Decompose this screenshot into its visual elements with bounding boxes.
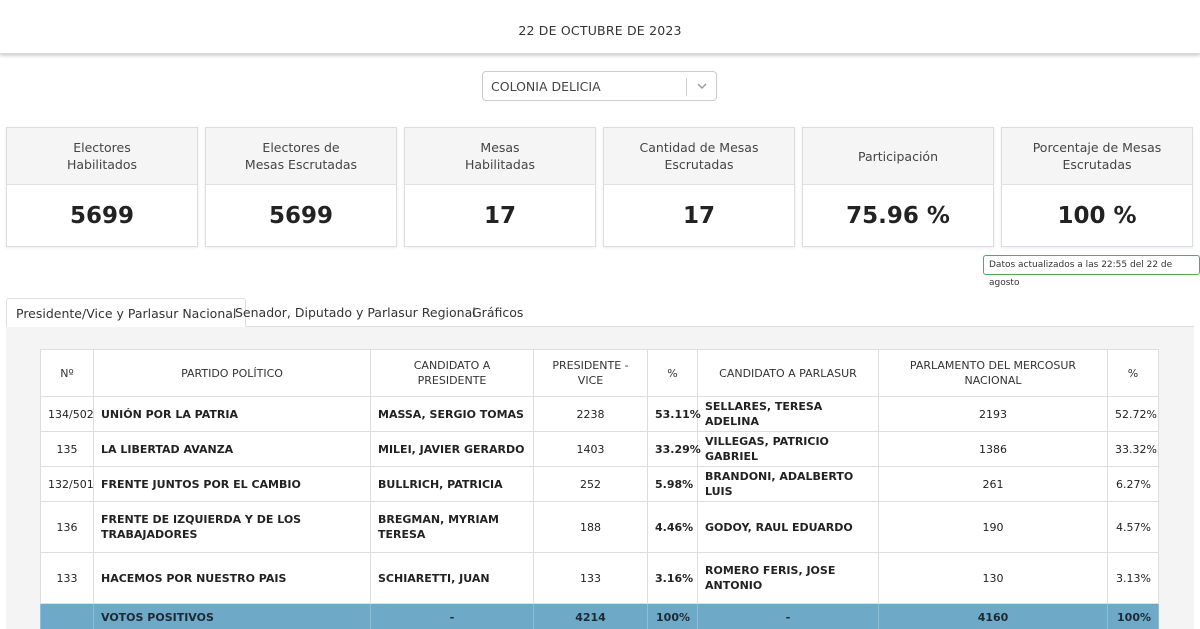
cell-parl-votes: 261 (878, 466, 1108, 502)
party-name: FRENTE JUNTOS POR EL CAMBIO (101, 477, 301, 491)
cell-pct: 5.98% (647, 466, 698, 502)
cell-candidato-parlasur: VILLEGAS, PATRICIO GABRIEL (697, 431, 879, 467)
cell-num (40, 603, 94, 629)
cell-pct: 53.11% (647, 396, 701, 432)
stat-value: 17 (682, 203, 715, 229)
cell-parl-pct: 3.13% (1107, 552, 1159, 604)
total-presidente: - (370, 603, 534, 629)
total-parl-pct: 100% (1107, 603, 1159, 629)
stat-value: 5699 (268, 203, 333, 229)
cell-candidato-presidente: MASSA, SERGIO TOMAS (370, 396, 534, 432)
col-header-parlamento-mercosur: PARLAMENTO DEL MERCOSUR NACIONAL (878, 349, 1108, 397)
cell-votes: 1403 (533, 431, 648, 467)
col-header-candidato-presidente: CANDIDATO A PRESIDENTE (370, 349, 534, 397)
results-table: Nº PARTIDO POLÍTICO CANDIDATO A PRESIDEN… (40, 349, 1159, 629)
chevron-down-icon[interactable] (696, 81, 708, 91)
cell-candidato-presidente: BULLRICH, PATRICIA (370, 466, 534, 502)
cell-parl-pct: 52.72% (1107, 396, 1159, 432)
cell-parl-pct: 6.27% (1107, 466, 1159, 502)
cell-parl-pct: 4.57% (1107, 501, 1159, 553)
stat-card-mesas-habilitadas: Mesas Habilitadas 17 (404, 127, 596, 247)
cell-candidato-presidente: MILEI, JAVIER GERARDO (370, 431, 534, 467)
cell-votes: 252 (533, 466, 648, 502)
cell-num: 134/502 (40, 396, 94, 432)
total-parlasur: - (697, 603, 879, 629)
cell-candidato-parlasur: SELLARES, TERESA ADELINA (697, 396, 879, 432)
table-row: 136 FRENTE DE IZQUIERDA Y DE LOS TRABAJA… (40, 501, 1159, 553)
election-date: 22 DE OCTUBRE DE 2023 (518, 23, 682, 38)
total-row: VOTOS POSITIVOS - 4214 100% - 4160 100% (40, 603, 1159, 629)
cell-num: 133 (40, 552, 94, 604)
table-row: 133 HACEMOS POR NUESTRO PAIS SCHIARETTI,… (40, 552, 1159, 604)
cell-votes: 133 (533, 552, 648, 604)
location-select[interactable]: COLONIA DELICIA (482, 71, 717, 101)
cell-candidato-parlasur: GODOY, RAUL EDUARDO (697, 501, 879, 553)
stat-card-electores-habilitados: Electores Habilitados 5699 (6, 127, 198, 247)
stat-card-electores-mesas-escrutadas: Electores de Mesas Escrutadas 5699 (205, 127, 397, 247)
col-header-parl-pct: % (1107, 349, 1159, 397)
stat-value: 75.96 % (846, 203, 950, 229)
cell-candidato-parlasur: BRANDONI, ADALBERTO LUIS (697, 466, 879, 502)
party-name: FRENTE DE IZQUIERDA Y DE LOS TRABAJADORE… (101, 513, 302, 541)
stat-label: Porcentaje de Mesas Escrutadas (1002, 128, 1192, 185)
party-name: LA LIBERTAD AVANZA (101, 442, 234, 456)
stat-value: 5699 (69, 203, 134, 229)
cell-parl-votes: 130 (878, 552, 1108, 604)
col-header-num: Nº (40, 349, 94, 397)
stat-label: Cantidad de Mesas Escrutadas (604, 128, 794, 185)
table-header-row: Nº PARTIDO POLÍTICO CANDIDATO A PRESIDEN… (40, 349, 1159, 397)
cell-parl-pct: 33.32% (1107, 431, 1159, 467)
cell-pct: 4.46% (647, 501, 698, 553)
cell-candidato-parlasur: ROMERO FERIS, JOSE ANTONIO (697, 552, 879, 604)
cell-party: FRENTE JUNTOS POR EL CAMBIO (93, 466, 371, 502)
tab-presidente-parlasur-nacional[interactable]: Presidente/Vice y Parlasur Nacional (6, 298, 247, 327)
cell-pct: 3.16% (647, 552, 698, 604)
stat-card-participacion: Participación 75.96 % (802, 127, 994, 247)
cell-party: LA LIBERTAD AVANZA (93, 431, 371, 467)
total-pct: 100% (647, 603, 698, 629)
tab-senador-diputado-parlasur-regional[interactable]: Senador, Diputado y Parlasur Regional (235, 305, 476, 320)
party-name: HACEMOS POR NUESTRO PAIS (101, 571, 287, 585)
cell-votes: 2238 (533, 396, 648, 432)
table-row: 135 LA LIBERTAD AVANZA MILEI, JAVIER GER… (40, 431, 1159, 467)
party-name: UNIÓN POR LA PATRIA (101, 407, 238, 421)
tab-bar: Presidente/Vice y Parlasur Nacional Sena… (6, 298, 1194, 327)
top-header: 22 DE OCTUBRE DE 2023 (0, 0, 1200, 54)
total-label: VOTOS POSITIVOS (93, 603, 371, 629)
stat-value: 17 (483, 203, 516, 229)
updated-badge: Datos actualizados a las 22:55 del 22 de… (983, 255, 1200, 288)
cell-parl-votes: 2193 (878, 396, 1108, 432)
location-select-value: COLONIA DELICIA (491, 79, 601, 94)
cell-party: UNIÓN POR LA PATRIA (93, 396, 371, 432)
stat-label: Participación (803, 128, 993, 185)
col-header-partido: PARTIDO POLÍTICO (93, 349, 371, 397)
cell-party: FRENTE DE IZQUIERDA Y DE LOS TRABAJADORE… (93, 501, 371, 553)
tab-graficos[interactable]: Gráficos (472, 305, 524, 320)
cell-num: 132/501 (40, 466, 94, 502)
stat-value: 100 % (1057, 203, 1137, 229)
stat-label: Electores de Mesas Escrutadas (206, 128, 396, 185)
cell-party: HACEMOS POR NUESTRO PAIS (93, 552, 371, 604)
cell-candidato-presidente: BREGMAN, MYRIAM TERESA (370, 501, 534, 553)
col-header-presidente-vice: PRESIDENTE - VICE (533, 349, 648, 397)
cell-num: 136 (40, 501, 94, 553)
stat-card-porcentaje-mesas: Porcentaje de Mesas Escrutadas 100 % (1001, 127, 1193, 247)
cell-pct: 33.29% (647, 431, 701, 467)
select-separator (686, 78, 687, 96)
table-row: 132/501 FRENTE JUNTOS POR EL CAMBIO BULL… (40, 466, 1159, 502)
stat-label: Mesas Habilitadas (405, 128, 595, 185)
total-parl-votes: 4160 (878, 603, 1108, 629)
col-header-candidato-parlasur: CANDIDATO A PARLASUR (697, 349, 879, 397)
col-header-pct: % (647, 349, 698, 397)
table-row: 134/502 UNIÓN POR LA PATRIA MASSA, SERGI… (40, 396, 1159, 432)
cell-candidato-presidente: SCHIARETTI, JUAN (370, 552, 534, 604)
stat-label: Electores Habilitados (7, 128, 197, 185)
cell-num: 135 (40, 431, 94, 467)
cell-parl-votes: 1386 (878, 431, 1108, 467)
cell-votes: 188 (533, 501, 648, 553)
total-votes: 4214 (533, 603, 648, 629)
stat-card-mesas-escrutadas: Cantidad de Mesas Escrutadas 17 (603, 127, 795, 247)
cell-parl-votes: 190 (878, 501, 1108, 553)
